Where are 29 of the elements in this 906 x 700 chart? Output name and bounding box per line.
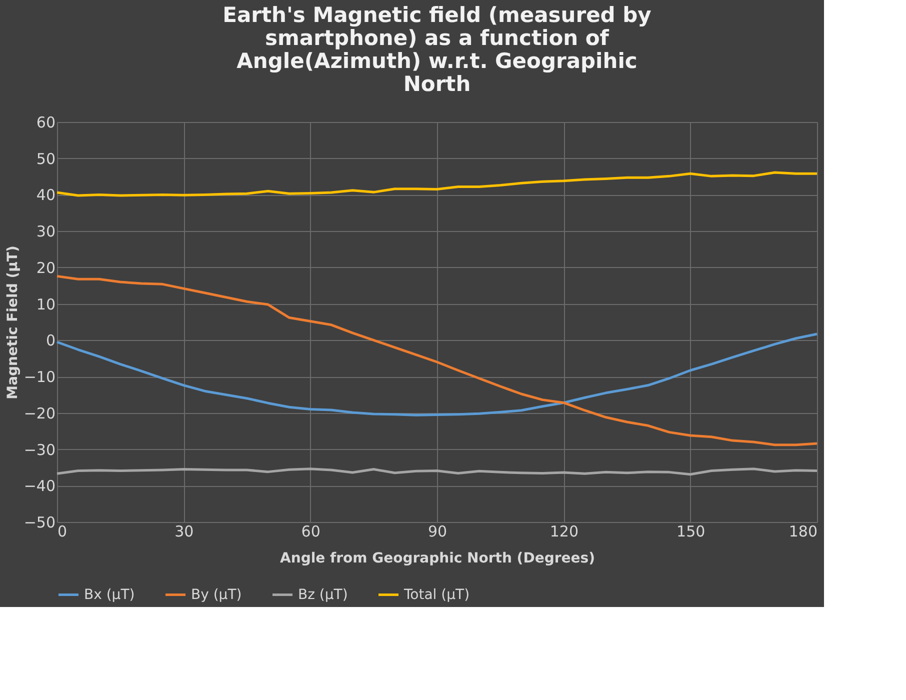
legend-label: Bx (µT): [84, 586, 135, 603]
x-tick-label: 30: [174, 522, 194, 540]
x-axis-title: Angle from Geographic North (Degrees): [280, 550, 595, 566]
legend-label: By (µT): [191, 586, 242, 603]
line-series: [56, 274, 818, 446]
y-tick-label: 10: [36, 295, 56, 314]
y-tick-label: 40: [36, 186, 56, 204]
line-series: [56, 171, 818, 197]
x-tick-label: 150: [676, 522, 706, 540]
y-axis-title: Magnetic Field (µT): [4, 246, 21, 400]
y-tick-label: 20: [36, 258, 56, 277]
y-tick-label: 30: [36, 222, 56, 241]
y-tick-label: 60: [36, 114, 56, 132]
y-tick-label: −10: [24, 368, 56, 386]
x-tick-label: 120: [550, 522, 578, 540]
x-tick-label: 60: [301, 522, 320, 540]
y-tick-label: 50: [36, 150, 56, 168]
y-tick-label: −30: [24, 440, 56, 459]
chart-title: Earth's Magnetic field (measured by smartphone) as a function of Angle(Azimuth) w.r.t. Geograpihic North: [222, 3, 652, 96]
y-tick-label: 0: [46, 332, 56, 350]
y-tick-label: −20: [24, 404, 56, 422]
x-tick-label: 90: [428, 522, 448, 540]
legend-label: Total (µT): [403, 586, 470, 603]
line-series: [56, 332, 818, 416]
legend-label: Bz (µT): [298, 586, 348, 603]
x-tick-label: 0: [58, 522, 68, 540]
y-tick-label: −40: [24, 477, 56, 496]
y-tick-label: −50: [24, 514, 56, 532]
x-tick-label: 180: [788, 522, 818, 540]
